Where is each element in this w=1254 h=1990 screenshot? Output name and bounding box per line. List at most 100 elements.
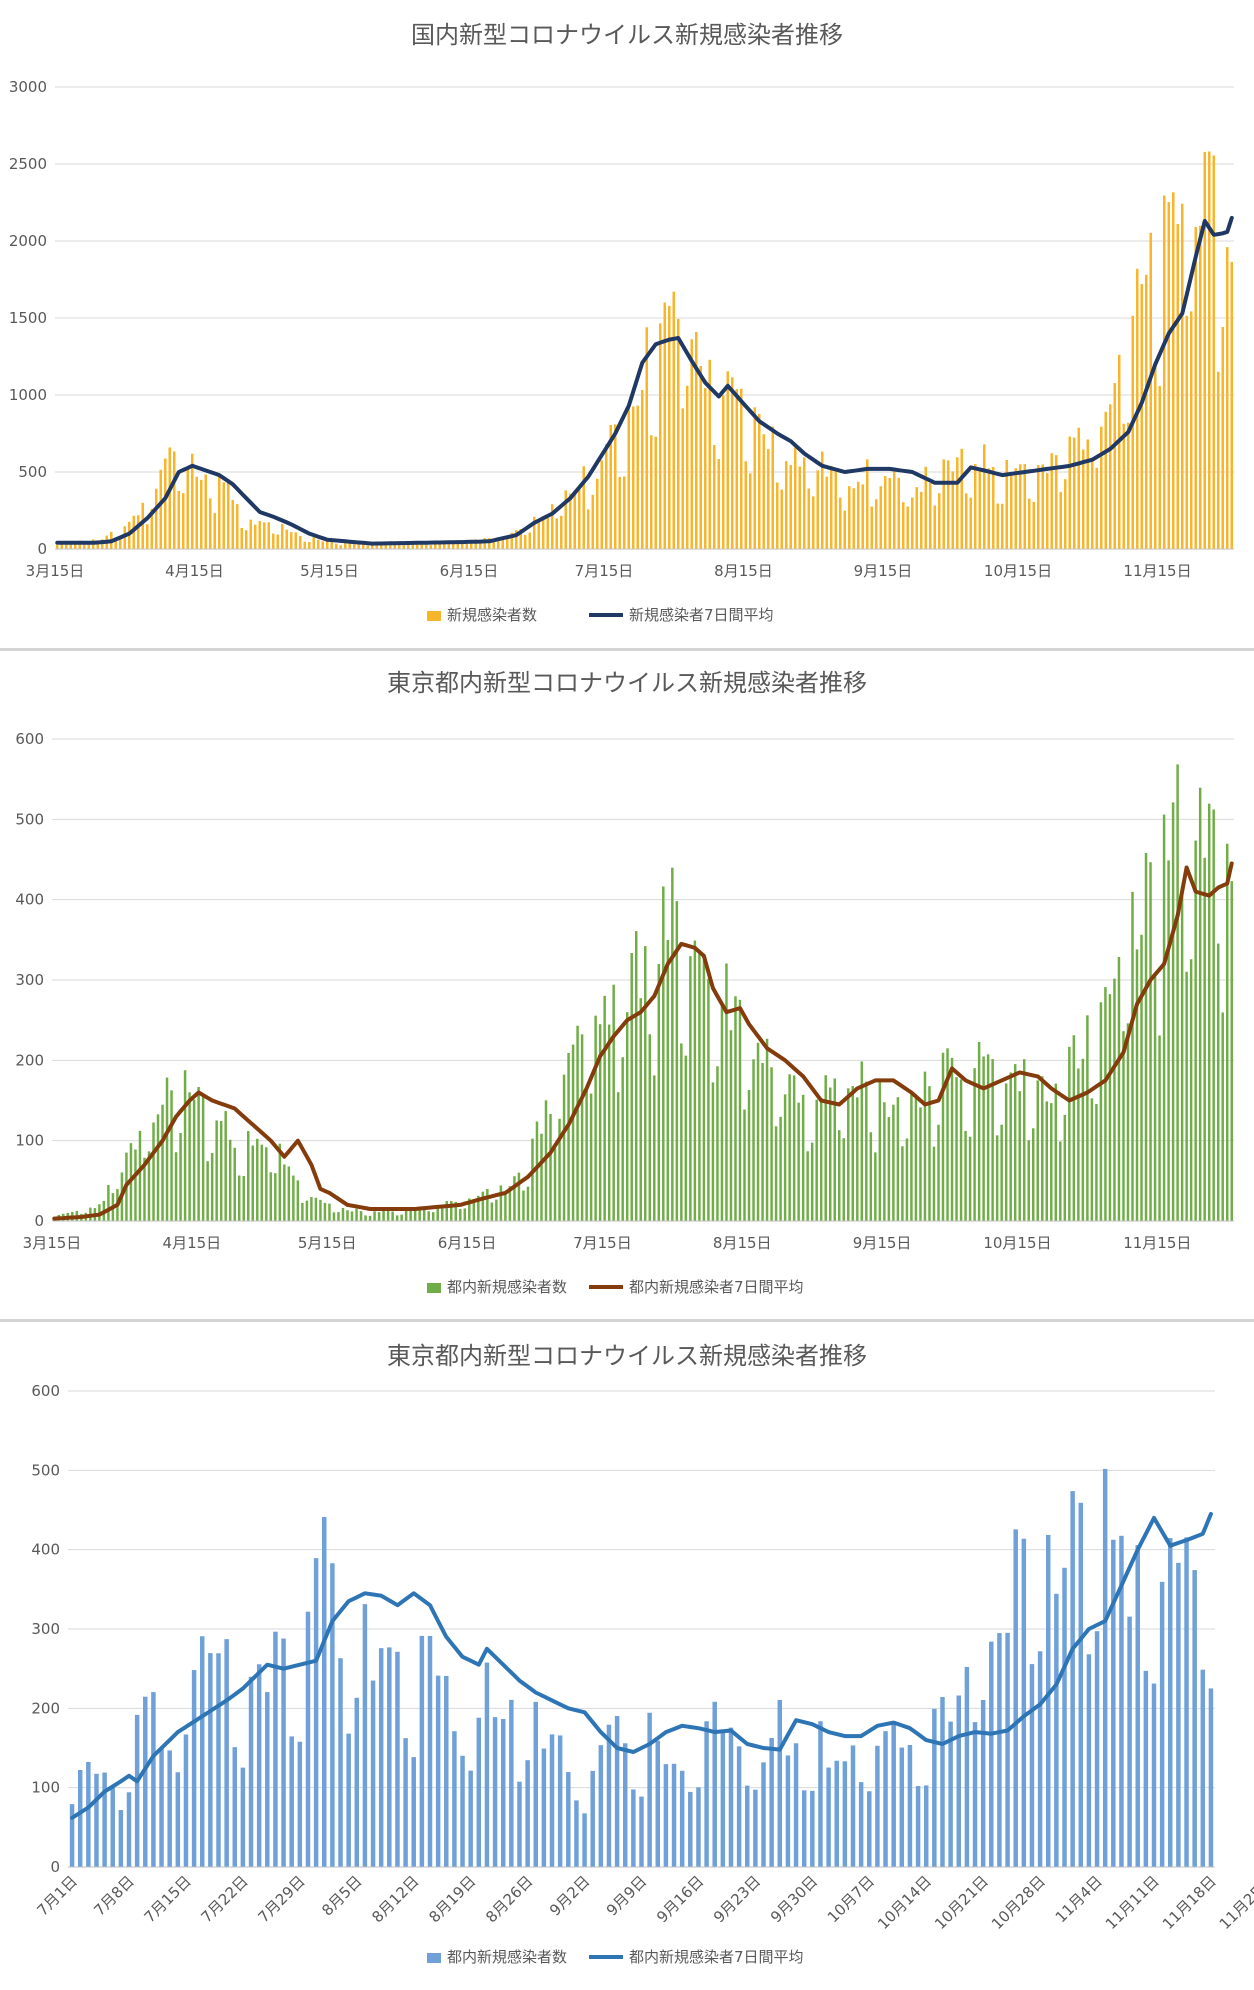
bar [1190,311,1193,549]
x-tick-label: 8月19日 [425,1872,479,1926]
bar [94,1773,99,1867]
bar [941,1052,945,1221]
bar [359,1211,363,1221]
bar [571,1044,575,1221]
bar [1109,404,1112,549]
bar [850,1745,856,1867]
bar [630,953,633,1221]
bar [159,469,162,549]
bar [167,1750,172,1867]
bar [919,1107,922,1221]
bar [1163,195,1166,550]
bar [517,1172,521,1221]
x-tick-label: 8月26日 [482,1872,536,1926]
bar [96,540,99,549]
bar [377,1212,381,1221]
bar [479,539,482,549]
bar [833,1078,836,1221]
bar [296,1180,300,1221]
series-line [55,215,1234,546]
bar [427,1635,433,1867]
bar [569,493,572,549]
bar [265,1147,268,1221]
bar [1086,1015,1089,1221]
bar [312,537,315,549]
bar [285,529,288,549]
series-line [70,1512,1213,1820]
bar [1036,1080,1039,1221]
bar [591,494,594,549]
bar [551,504,554,549]
bar [435,1675,441,1867]
bar [679,1770,685,1867]
bar [728,1727,734,1867]
bar [950,1057,954,1221]
bar [170,1090,173,1221]
bar [357,541,360,549]
bar [1014,468,1017,549]
bar [339,545,342,549]
bar [932,1146,936,1221]
bar [276,534,279,549]
bar [228,1139,232,1221]
bar [107,1185,110,1221]
y-tick-label: 0 [37,540,47,558]
bar [1081,1058,1085,1221]
bar [1216,943,1220,1221]
bar [188,1092,191,1221]
bar [155,488,158,549]
bar [422,1207,426,1221]
bar [1203,857,1206,1221]
bar [606,1724,612,1867]
bar [1082,449,1085,549]
bar [542,520,545,549]
bar [87,544,90,549]
bar [969,497,972,549]
bar [747,1089,751,1221]
bar [783,1094,787,1221]
bar [1072,1035,1076,1221]
legend-label-bar: 都内新規感染者数 [447,1948,567,1966]
bar [834,470,837,549]
bar [662,886,665,1221]
legend: 都内新規感染者数 都内新規感染者7日間平均 [427,1278,804,1296]
bar [910,1093,913,1221]
bar [540,1133,543,1221]
bar [378,1648,384,1867]
bar [483,538,486,549]
bar [454,1201,458,1221]
bar [418,1208,421,1221]
bar [506,537,509,549]
bar [465,543,468,549]
bar [972,1722,978,1867]
bar [1122,1031,1125,1221]
bar [987,468,990,549]
bar [869,1132,873,1221]
bar [717,459,720,549]
bar [499,1185,503,1221]
bar [382,1210,385,1221]
bar [447,541,450,549]
x-tick-label: 9月2日 [546,1872,593,1919]
bar [308,541,311,549]
bar [920,491,923,549]
bar [1230,261,1233,549]
bar [431,1212,435,1221]
bar [995,1135,999,1221]
bar [1091,460,1094,549]
bar [60,541,63,549]
bar [1145,274,1148,549]
bar [287,1166,291,1221]
bar [1027,1140,1030,1221]
bar [560,515,563,549]
bar [513,1176,516,1221]
bar [1200,1669,1206,1867]
bar [824,1075,827,1221]
bar [767,449,770,549]
bar [582,1813,587,1867]
bar [403,1738,408,1867]
bar [267,522,270,549]
x-tick-label: 9月30日 [767,1872,821,1926]
x-tick-label: 5月15日 [298,1234,357,1252]
bar [707,978,710,1221]
